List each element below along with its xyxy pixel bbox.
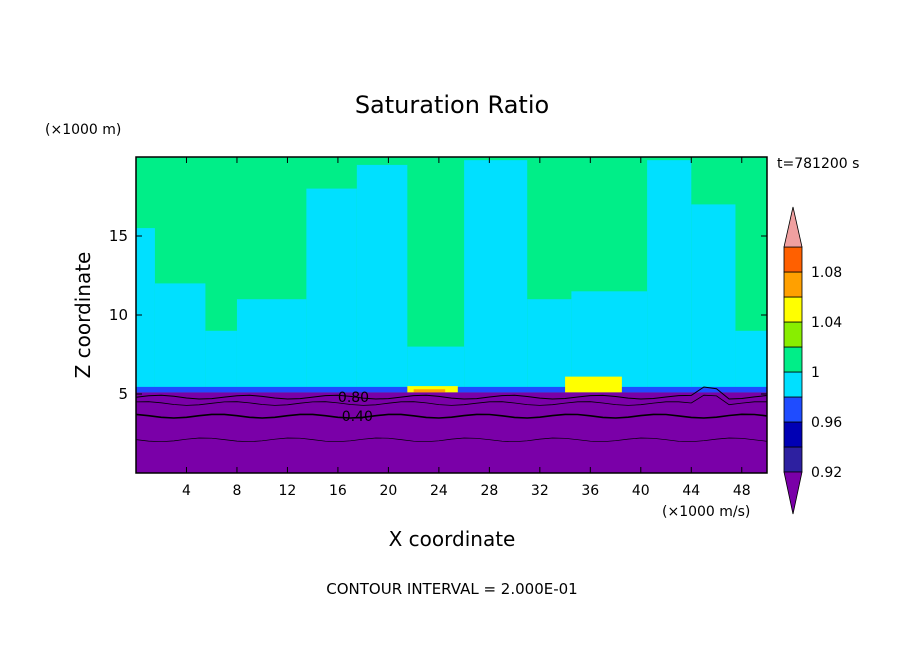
low-ratio-patch-8 [527,299,572,390]
x-tick-label-9: 40 [632,483,650,499]
colorbar-label-4: 1.08 [811,265,842,281]
colorbar: 0.92 0.96 1 1.04 1.08 [783,206,842,515]
low-ratio-patch-5 [356,164,408,390]
contour-line-2 [135,413,768,419]
x-unit-label: (×1000 m/s) [662,504,750,520]
high-ratio-patch-1 [565,376,622,393]
low-ratio-patch-6 [407,346,465,390]
low-ratio-patch-9 [571,291,648,390]
y-tick-label-0: 5 [118,385,128,403]
contour-label-0: 0.80 [338,390,369,406]
lower-layer [136,392,767,473]
low-ratio-patch-4 [306,188,357,390]
contour-lines [135,386,768,443]
colorbar-segment-3 [783,371,803,398]
colorbar-segment-1 [783,421,803,448]
low-ratio-patch-12 [735,330,767,390]
low-ratio-patch-11 [691,204,736,390]
x-tick-label-7: 32 [531,483,549,499]
plot-area [136,157,767,473]
colorbar-segment-8 [783,246,803,273]
colorbar-lower-arrow [783,471,803,515]
x-tick-label-0: 4 [182,483,191,499]
contour-label-1: 0.40 [342,409,373,425]
x-tick-label-2: 12 [279,483,297,499]
colorbar-label-3: 1.04 [811,315,842,331]
colorbar-segment-4 [783,346,803,373]
x-tick-label-1: 8 [232,483,241,499]
contour-interval-footer: CONTOUR INTERVAL = 2.000E-01 [326,580,577,598]
contour-labels: 0.80 0.40 [338,390,373,425]
x-tick-label-3: 16 [329,483,347,499]
colorbar-segment-7 [783,271,803,298]
low-ratio-patch-10 [647,160,692,390]
low-ratio-patch-3 [236,299,307,390]
x-tick-label-8: 36 [581,483,599,499]
x-axis-ticks: 4 8 12 16 20 24 28 32 36 40 44 48 [182,157,751,499]
colorbar-label-2: 1 [811,365,820,381]
y-unit-label: (×1000 m) [45,122,121,138]
colorbar-label-0: 0.92 [811,465,842,481]
colorbar-upper-arrow [783,206,803,248]
x-tick-label-11: 48 [733,483,751,499]
low-ratio-patch-2 [205,330,237,390]
y-axis-label: Z coordinate [71,252,95,379]
x-tick-label-5: 24 [430,483,448,499]
low-ratio-patch-7 [464,160,528,390]
high-ratio-patch-2 [413,389,446,393]
x-tick-label-4: 20 [379,483,397,499]
contour-line-0 [135,386,768,400]
time-label: t=781200 s [777,156,859,172]
chart-title: Saturation Ratio [355,91,549,119]
colorbar-label-1: 0.96 [811,415,842,431]
low-ratio-patch-1 [154,283,206,390]
colorbar-segment-2 [783,396,803,423]
x-tick-label-10: 44 [682,483,700,499]
contour-line-3 [135,437,768,443]
y-tick-label-2: 15 [109,227,128,245]
low-ratio-patch-0 [136,228,155,390]
x-tick-label-6: 28 [480,483,498,499]
colorbar-segment-6 [783,296,803,323]
x-axis-label: X coordinate [389,527,516,551]
colorbar-segment-0 [783,446,803,473]
colorbar-segment-5 [783,321,803,348]
y-axis-ticks: 5 10 15 [109,227,767,403]
contour-line-1 [135,394,767,406]
y-tick-label-1: 10 [109,306,128,324]
